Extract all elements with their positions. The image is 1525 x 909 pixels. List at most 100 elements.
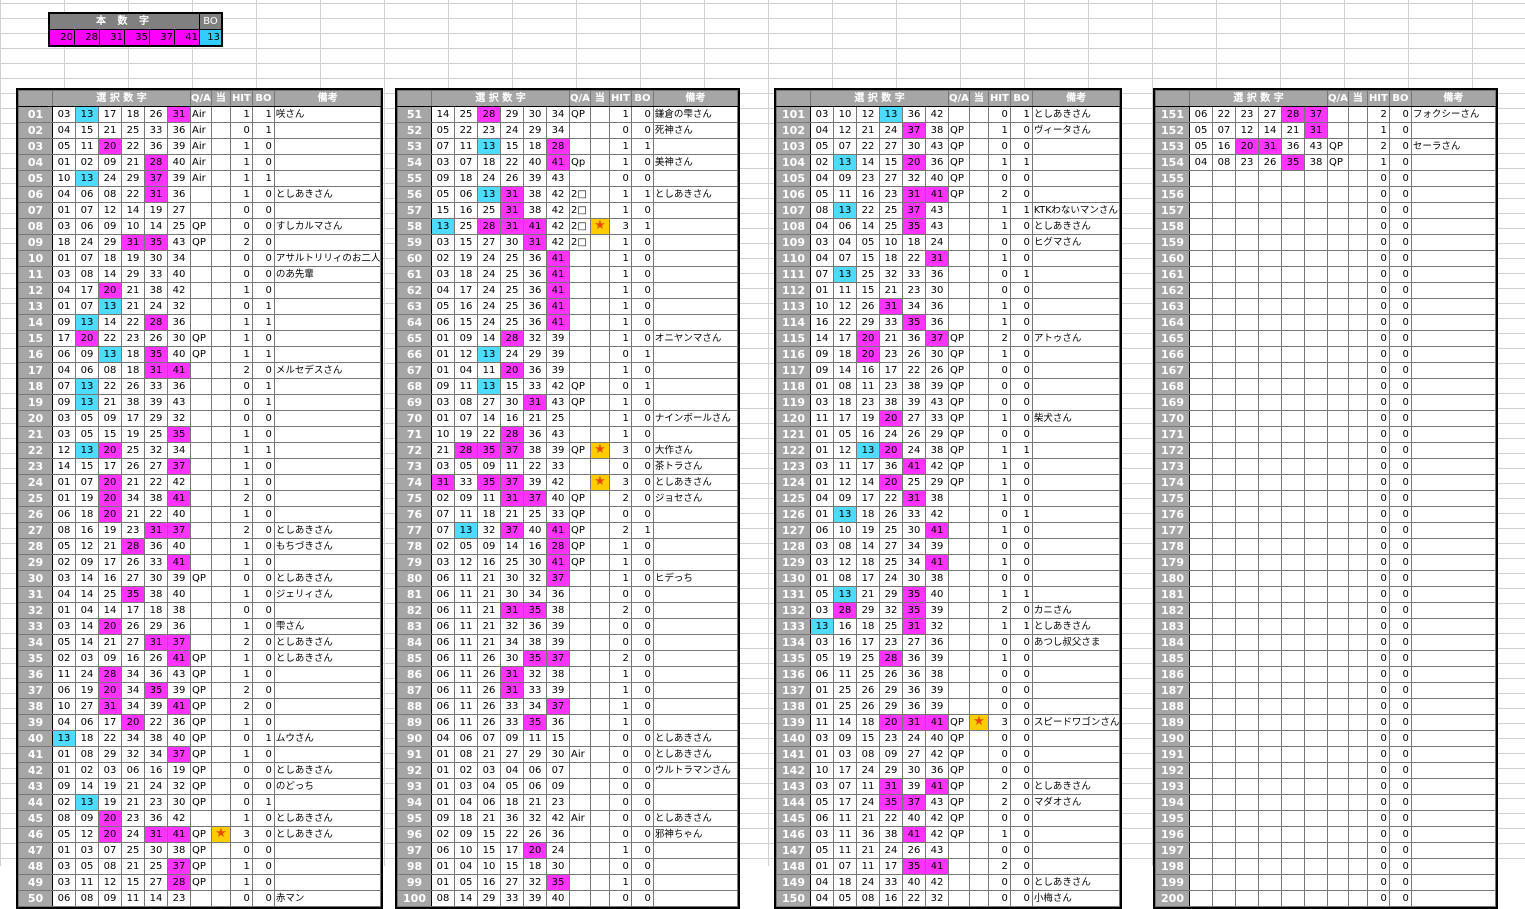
selected-number: 42 (925, 810, 949, 827)
hit-count: 2 (229, 490, 253, 507)
selected-number: 24 (856, 874, 880, 891)
bonus-hit: 0 (630, 250, 654, 267)
entrant-name (1031, 362, 1121, 379)
selected-number: 17 (75, 282, 99, 299)
selected-number: 41 (523, 218, 547, 235)
bonus-hit: 0 (1388, 138, 1412, 155)
selected-number (1258, 554, 1282, 571)
selected-number: 19 (98, 778, 122, 795)
bonus-hit: 0 (1388, 426, 1412, 443)
table-row: 101 03 10 12 13 36 42 0 1 としあきさん (776, 106, 1121, 123)
qp-mark (948, 890, 970, 907)
selected-number: 09 (98, 890, 122, 907)
star-icon: ★ (594, 218, 606, 233)
hit-star-cell (589, 330, 610, 347)
bonus-hit: 0 (1009, 234, 1033, 251)
selected-number: 38 (1304, 154, 1328, 171)
selected-number: 38 (523, 442, 547, 459)
selected-number (1235, 490, 1259, 507)
table-row: 161 0 0 (1155, 266, 1496, 283)
table-row: 138 01 25 26 29 36 39 0 0 (776, 698, 1121, 715)
selected-number (1212, 506, 1236, 523)
table-row: 43 09 14 19 21 24 32 QP 0 0 のどっち (18, 778, 382, 795)
hit-star-cell (210, 858, 231, 875)
entrant-name (652, 506, 738, 523)
entrant-name (1031, 474, 1121, 491)
entrant-name (1410, 554, 1496, 571)
selected-number (1189, 522, 1213, 539)
selected-number: 03 (810, 730, 834, 747)
row-number: 165 (1155, 330, 1190, 347)
entrant-name (1410, 842, 1496, 859)
selected-number: 11 (454, 618, 478, 635)
bonus-hit: 0 (1009, 682, 1033, 699)
header-bo: BO (630, 90, 654, 107)
hit-count: 0 (1366, 218, 1390, 235)
winning-number: 35 (124, 29, 150, 46)
selected-number: 12 (52, 442, 76, 459)
row-number: 67 (397, 362, 432, 379)
hit-star-cell (589, 666, 610, 683)
selected-number: 38 (902, 378, 926, 395)
selected-number: 36 (902, 698, 926, 715)
qp-mark (948, 266, 970, 283)
selected-number: 24 (144, 778, 168, 795)
selected-number (1212, 794, 1236, 811)
selected-number: 40 (546, 890, 570, 907)
bonus-hit: 0 (1388, 730, 1412, 747)
selected-number (1304, 298, 1328, 315)
row-number: 134 (776, 634, 811, 651)
entrant-name: すしカルマさん (273, 218, 382, 235)
hit-star-cell (968, 122, 989, 139)
selected-number (1258, 234, 1282, 251)
hit-star-cell (1347, 330, 1368, 347)
selected-number (1212, 618, 1236, 635)
selected-number (1258, 538, 1282, 555)
selected-number (1304, 842, 1328, 859)
selected-number: 24 (500, 346, 524, 363)
entrant-name (1410, 778, 1496, 795)
bonus-hit: 1 (1009, 154, 1033, 171)
header-hit: 当 (1347, 90, 1368, 107)
selected-number: 37 (167, 458, 191, 475)
selected-number: 39 (546, 682, 570, 699)
bonus-hit: 0 (630, 682, 654, 699)
selected-number: 32 (167, 298, 191, 315)
entrant-name (1031, 394, 1121, 411)
selected-number: 12 (856, 106, 880, 123)
bonus-hit: 0 (1388, 570, 1412, 587)
hit-count: 2 (608, 490, 632, 507)
row-number: 05 (18, 170, 53, 187)
row-number: 200 (1155, 890, 1190, 907)
qp-mark (1327, 794, 1349, 811)
qp-mark: QP (948, 810, 970, 827)
qp-mark (569, 346, 591, 363)
hit-count: 0 (608, 762, 632, 779)
table-row: 136 06 11 25 26 36 38 0 0 (776, 666, 1121, 683)
selected-number: 16 (500, 410, 524, 427)
selected-number: 28 (477, 218, 501, 235)
selected-number (1189, 410, 1213, 427)
qp-mark (1327, 714, 1349, 731)
bonus-hit: 0 (630, 266, 654, 283)
hit-count: 1 (608, 250, 632, 267)
selected-number: 08 (98, 362, 122, 379)
table-row: 125 04 09 17 22 31 38 1 0 (776, 490, 1121, 507)
selected-number: 03 (810, 634, 834, 651)
entrant-name (1031, 186, 1121, 203)
hit-star-cell (210, 266, 231, 283)
selected-number: 18 (98, 250, 122, 267)
bonus-hit: 1 (1009, 106, 1033, 123)
hit-star-cell (210, 186, 231, 203)
selected-number (1304, 490, 1328, 507)
bonus-hit: 0 (1009, 122, 1033, 139)
selected-number: 03 (431, 394, 455, 411)
selected-number (1235, 794, 1259, 811)
selected-number: 36 (902, 650, 926, 667)
qp-mark (1327, 522, 1349, 539)
qp-mark: QP (190, 234, 212, 251)
row-number: 124 (776, 474, 811, 491)
selected-number (1235, 250, 1259, 267)
selected-number: 01 (52, 842, 76, 859)
hit-count: 1 (608, 330, 632, 347)
